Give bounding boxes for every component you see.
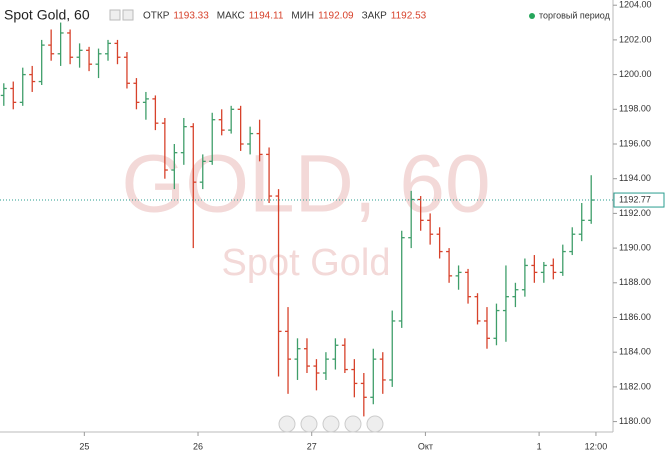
watermark-sub: Spot Gold — [222, 242, 391, 284]
y-tick-label: 1190.00 — [619, 242, 651, 252]
x-tick-label: 12:00 — [585, 441, 608, 451]
status: торговый период — [539, 10, 611, 20]
header-value: 1193.33 — [173, 11, 209, 22]
y-tick-label: 1200.00 — [619, 69, 652, 79]
header-value: 1192.09 — [318, 11, 354, 22]
reset[interactable] — [322, 415, 340, 433]
y-tick-label: 1202.00 — [619, 34, 652, 44]
status-dot — [529, 13, 535, 19]
x-tick-label: Окт — [418, 441, 433, 451]
icon[interactable] — [109, 9, 121, 21]
y-tick-label: 1192.00 — [619, 208, 651, 218]
y-tick-label: 1194.00 — [619, 173, 651, 183]
header-label: ОТКР — [143, 11, 170, 22]
y-tick-label: 1186.00 — [619, 312, 651, 322]
symbol-title: Spot Gold, 60 — [4, 7, 90, 23]
y-tick-label: 1196.00 — [619, 138, 651, 148]
header-value: 1194.11 — [249, 11, 284, 22]
header-label: МИН — [291, 11, 314, 22]
zoom-in[interactable] — [344, 415, 362, 433]
scroll-left[interactable] — [278, 415, 296, 433]
ohlc-header: ОТКР 1193.33 МАКС 1194.11 МИН 1192.09 ЗАКР 1192… — [143, 11, 427, 22]
y-tick-label: 1204.00 — [619, 0, 652, 10]
icon[interactable] — [122, 9, 134, 21]
y-tick-label: 1182.00 — [619, 381, 651, 391]
y-tick-label: 1188.00 — [619, 277, 651, 287]
nav-buttons — [278, 415, 384, 433]
last-price-label: 1192.77 — [619, 194, 651, 204]
x-tick-label: 25 — [79, 441, 89, 451]
zoom-out[interactable] — [300, 415, 318, 433]
scroll-right[interactable] — [366, 415, 384, 433]
watermark: GOLD, 60 — [121, 139, 490, 230]
y-tick-label: 1198.00 — [619, 104, 651, 114]
last-price-box — [613, 192, 665, 208]
y-tick-label: 1180.00 — [619, 416, 651, 426]
x-tick-label: 26 — [193, 441, 203, 451]
header-value: 1192.53 — [391, 11, 427, 22]
x-tick-label: 27 — [307, 441, 317, 451]
y-tick-label: 1184.00 — [619, 347, 651, 357]
header-label: ЗАКР — [362, 11, 388, 22]
x-tick-label: 1 — [537, 441, 542, 451]
header-label: МАКС — [217, 11, 245, 22]
